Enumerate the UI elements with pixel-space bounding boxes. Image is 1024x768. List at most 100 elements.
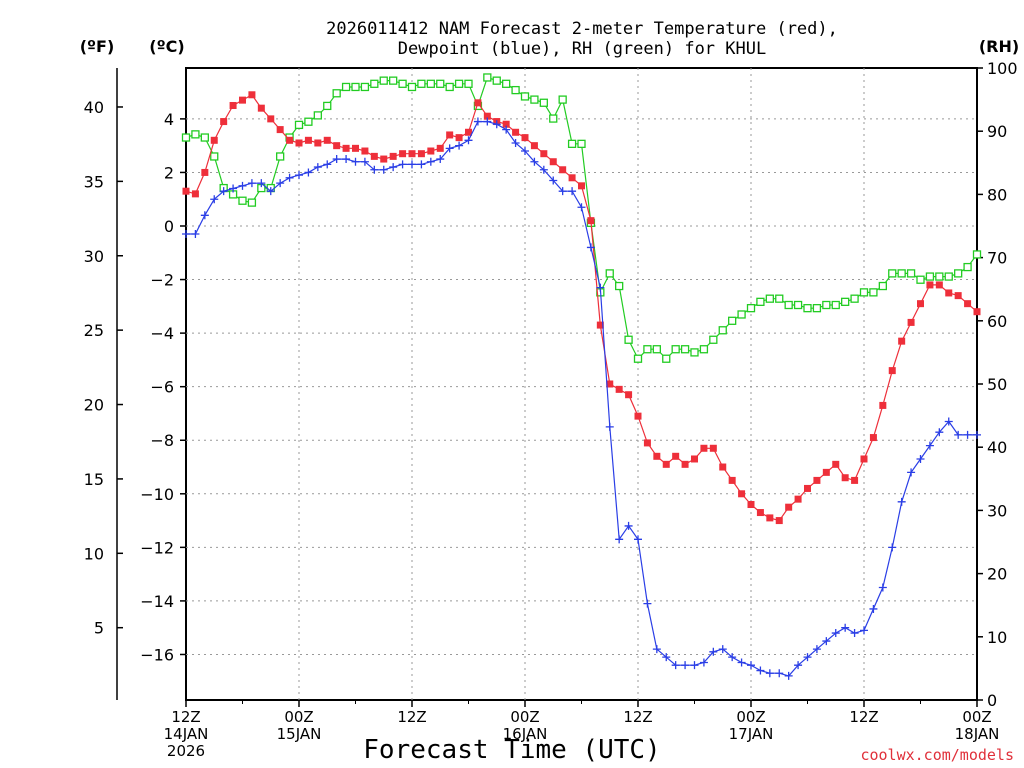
temperature-point: [935, 281, 943, 289]
rh-point: [775, 294, 784, 303]
dewpoint-point: [436, 155, 445, 164]
x-tick-label: 2026: [167, 742, 205, 760]
temperature-point: [191, 190, 199, 198]
celsius-tick-label: 2: [164, 163, 174, 182]
rh-tick-label: 20: [987, 565, 1007, 584]
rh-point: [765, 294, 774, 303]
rh-point: [690, 348, 699, 357]
temperature-point: [738, 490, 746, 498]
dewpoint-point: [634, 535, 642, 544]
temperature-point: [841, 474, 849, 482]
dewpoint-point: [323, 160, 332, 169]
rh-point: [699, 345, 709, 354]
rh-point: [492, 76, 501, 85]
temperature-point: [446, 131, 454, 139]
rh-point: [417, 79, 426, 88]
rh-point: [850, 294, 859, 303]
dewpoint-point: [351, 157, 360, 166]
dewpoint-point: [652, 645, 661, 654]
celsius-tick-label: 0: [164, 217, 174, 236]
rh-point: [379, 76, 388, 85]
dewpoint-point: [219, 187, 228, 196]
rh-point: [520, 92, 530, 101]
rh-point: [831, 300, 840, 310]
x-tick-label: 12Z: [171, 708, 200, 726]
dewpoint-point: [897, 497, 906, 506]
x-tick-label: 12Z: [623, 708, 652, 726]
rh-point: [671, 345, 680, 354]
celsius-tick-label: −2: [150, 271, 174, 290]
celsius-tick-label: −16: [140, 645, 174, 664]
temperature-point: [286, 136, 294, 144]
x-axis-label: Forecast Time (UTC): [363, 735, 660, 765]
rh-point: [360, 82, 370, 92]
dewpoint-point: [492, 120, 501, 129]
dewpoint-point: [596, 283, 605, 292]
rh-point: [803, 304, 812, 313]
x-tick-label: 17JAN: [729, 725, 774, 743]
rh-tick-label: 40: [987, 438, 1007, 457]
rh-tick-label: 50: [987, 375, 1007, 394]
rh-tick-label: 10: [987, 628, 1007, 647]
temperature-point: [869, 434, 877, 442]
dewpoint-point: [831, 629, 840, 638]
temperature-point: [474, 99, 482, 107]
temperature-point: [681, 460, 689, 468]
temperature-point: [596, 321, 604, 329]
temperature-point: [436, 144, 444, 152]
dewpoint-point: [549, 176, 558, 185]
dewpoint-point: [718, 645, 727, 654]
temperature-point: [370, 152, 378, 160]
temperature-point: [323, 136, 331, 144]
dewpoint-point: [794, 661, 803, 670]
dewpoint-point: [257, 179, 266, 188]
temperature-point: [361, 147, 369, 155]
rh-point: [276, 152, 285, 161]
dewpoint-point: [963, 430, 972, 439]
rh-point: [633, 354, 643, 363]
rh-point: [944, 272, 953, 281]
dewpoint-point: [238, 181, 247, 190]
rh-point: [313, 111, 322, 120]
source-credit[interactable]: coolwx.com/models: [860, 746, 1014, 764]
dewpoint-point: [577, 203, 586, 212]
temperature-point: [465, 128, 472, 136]
dewpoint-point: [200, 211, 209, 220]
temperature-point: [832, 460, 840, 468]
rh-point: [662, 354, 671, 363]
dewpoint-point: [869, 604, 878, 613]
plot-frame: [185, 67, 978, 701]
dewpoint-point: [182, 230, 190, 239]
temperature-point: [304, 136, 312, 144]
dewpoint-point: [473, 117, 482, 126]
rh-point: [615, 281, 624, 291]
dewpoint-point: [191, 230, 200, 239]
dewpoint-point: [878, 583, 887, 592]
dewpoint-point: [690, 661, 699, 670]
rh-point: [238, 196, 247, 205]
rh-tick-label: 0: [987, 691, 997, 710]
temperature-point: [907, 318, 915, 326]
rh-point: [341, 82, 351, 92]
rh-point: [859, 288, 869, 297]
rh-point: [737, 310, 746, 319]
dewpoint-point: [539, 165, 548, 174]
x-tick-label: 12Z: [849, 708, 878, 726]
dewpoint-point: [398, 160, 407, 169]
temperature-point: [521, 134, 529, 142]
dewpoint-point: [210, 195, 219, 204]
x-tick-label: 18JAN: [955, 725, 1000, 743]
rh-point: [643, 345, 652, 354]
rh-point: [200, 133, 209, 142]
rh-point: [210, 152, 219, 161]
dewpoint-point: [530, 157, 539, 166]
rh-unit-label: (RH): [979, 37, 1019, 56]
rh-point: [784, 300, 793, 310]
dewpoint-point: [925, 441, 934, 450]
celsius-tick-label: −12: [140, 538, 174, 557]
rh-point: [398, 79, 407, 88]
celsius-tick-label: −14: [140, 592, 174, 611]
temperature-point: [220, 118, 228, 126]
dewpoint-point: [295, 171, 303, 180]
